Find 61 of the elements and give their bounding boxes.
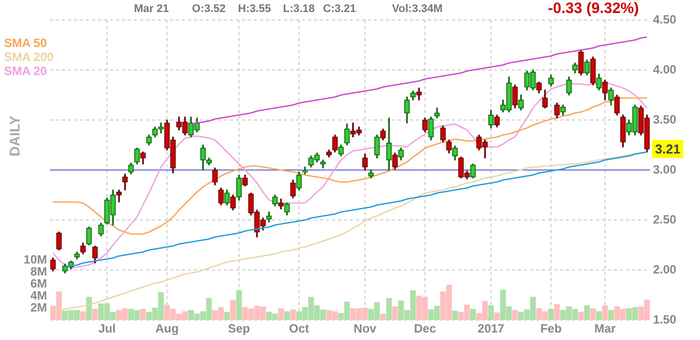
bar (494, 312, 500, 320)
x-tick-label: Nov (354, 322, 377, 336)
y2-tick-label: 8M (30, 264, 47, 278)
text: O:3.52 (192, 3, 226, 15)
y-tick-label: 1.50 (653, 312, 677, 326)
x-tick-label: Sep (228, 322, 250, 336)
annotation: 3.21 (655, 142, 680, 157)
bar (470, 308, 476, 320)
bar (92, 308, 98, 320)
bar (278, 308, 284, 320)
bar (230, 300, 236, 320)
bar (224, 312, 230, 320)
x-tick-label: 2017 (478, 322, 505, 336)
bar (386, 298, 392, 320)
y2-tick-label: 10M (24, 252, 48, 266)
x-tick-label: Feb (540, 322, 562, 336)
x-tick-label: Oct (288, 322, 310, 336)
bar (554, 304, 560, 320)
bar (86, 296, 92, 320)
bar (392, 306, 398, 320)
bar (236, 290, 242, 320)
y-tick-label: 2.50 (653, 212, 677, 226)
y-tick-label: 3.00 (653, 162, 677, 176)
text: C:3.21 (323, 3, 356, 15)
bar (578, 312, 584, 320)
text: Vol:3.34M (392, 3, 443, 15)
y-tick-label: 4.00 (653, 62, 677, 76)
text: SMA 50 (4, 36, 47, 50)
bar (284, 311, 290, 320)
text: SMA 20 (4, 64, 47, 78)
x-tick-label: Dec (414, 322, 436, 336)
candlestick (302, 166, 308, 174)
text: Mar 21 (134, 3, 169, 15)
bar (380, 314, 386, 320)
y-tick-label: 2.00 (653, 262, 677, 276)
text: L:3.18 (283, 3, 315, 15)
candlestick (158, 122, 164, 134)
text: SMA 200 (4, 50, 54, 64)
bar (512, 310, 518, 320)
y2-tick-label: 4M (30, 288, 47, 302)
bar (602, 305, 608, 320)
bar (584, 305, 590, 320)
bar (608, 310, 614, 320)
bar (140, 308, 146, 320)
bar (590, 308, 596, 320)
bar (548, 308, 554, 320)
bar (596, 311, 602, 320)
y2-tick-label: 6M (30, 276, 47, 290)
bar (452, 310, 458, 320)
y-tick-label: 3.50 (653, 112, 677, 126)
text: DAILY (6, 116, 22, 156)
bar (290, 309, 296, 320)
x-tick-label: Mar (594, 322, 616, 336)
text: H:3.55 (238, 3, 272, 15)
x-tick-label: Aug (155, 322, 179, 336)
x-tick-label: Jul (98, 322, 116, 336)
y2-tick-label: 2M (30, 300, 47, 314)
bar (488, 305, 494, 320)
bar (80, 311, 86, 320)
y-tick-label: 4.50 (653, 12, 677, 26)
text: -0.33 (9.32%) (548, 0, 639, 17)
